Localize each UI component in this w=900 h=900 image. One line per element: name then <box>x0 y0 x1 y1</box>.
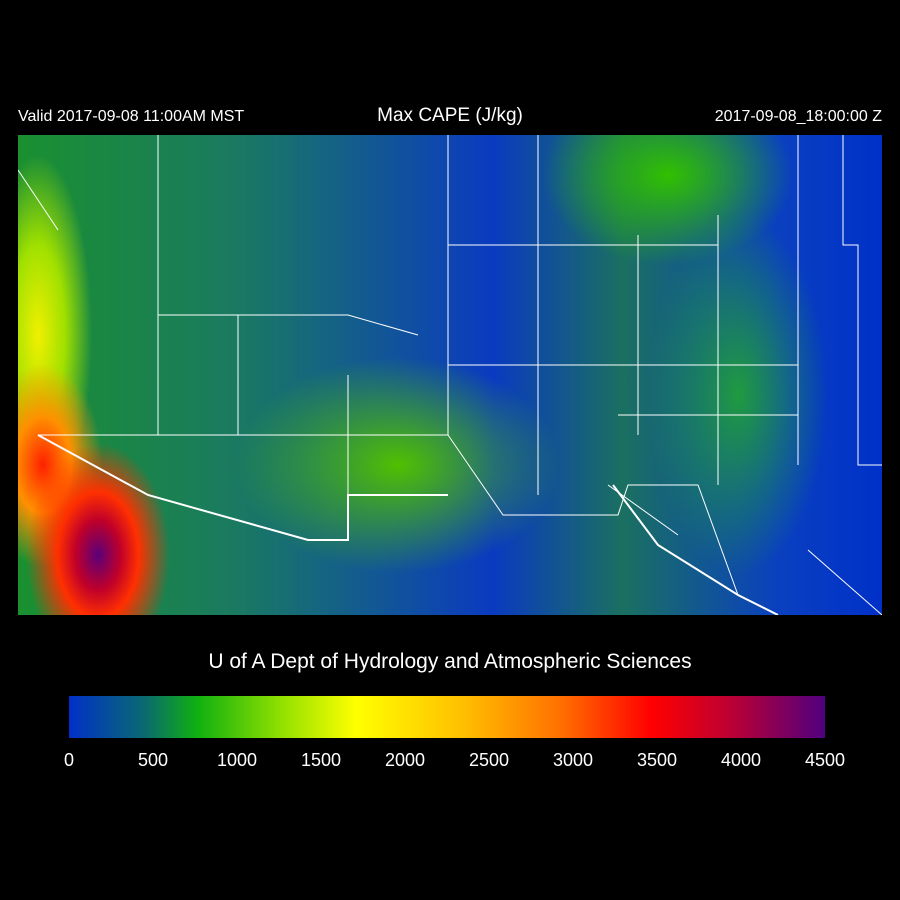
colorbar-tick-label: 0 <box>63 750 75 770</box>
colorbar-tick-label: 3000 <box>552 750 594 770</box>
colorbar-tick-label: 1000 <box>216 750 258 770</box>
border-line <box>18 135 882 615</box>
cape-map <box>18 135 882 615</box>
colorbar-tick-label: 1500 <box>300 750 342 770</box>
colorbar-tick-label: 4000 <box>720 750 762 770</box>
colorbar-tick-label: 4500 <box>804 750 846 770</box>
valid-time-label: Valid 2017-09-08 11:00AM MST <box>18 108 245 125</box>
county-line <box>157 135 882 495</box>
map-title: Max CAPE (J/kg) <box>377 105 523 126</box>
colorbar-tick-label: 2500 <box>468 750 510 770</box>
state-county-borders <box>18 135 882 615</box>
model-timestamp: 2017-09-08_18:00:00 Z <box>714 108 882 125</box>
colorbar-tick-label: 500 <box>137 750 169 770</box>
colorbar-tick-label: 2000 <box>384 750 426 770</box>
colorbar <box>69 696 825 738</box>
colorbar-tick-label: 3500 <box>636 750 678 770</box>
border-line <box>37 434 779 615</box>
credit-text: U of A Dept of Hydrology and Atmospheric… <box>208 650 692 673</box>
